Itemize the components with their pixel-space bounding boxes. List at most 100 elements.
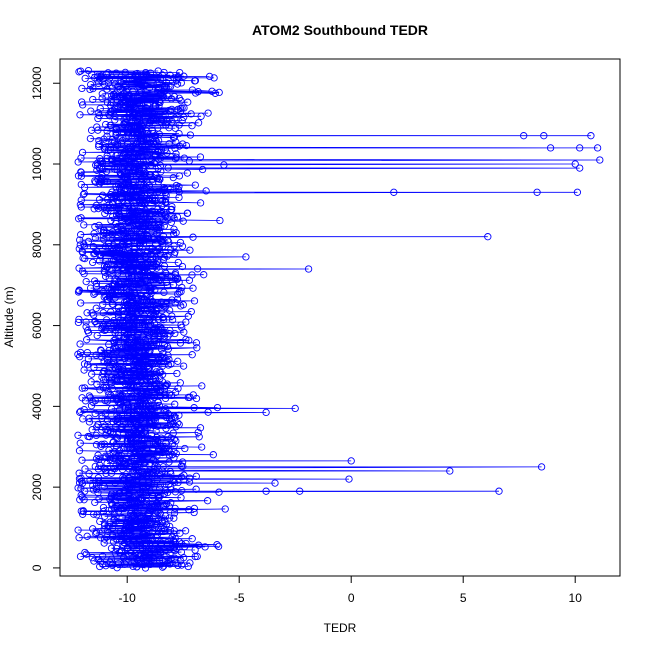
data-point — [271, 479, 279, 487]
data-point — [173, 213, 182, 221]
data-point — [78, 84, 86, 93]
data-point — [176, 238, 185, 247]
data-point — [105, 274, 113, 282]
data-point — [195, 433, 203, 441]
data-point — [99, 309, 107, 317]
data-point — [95, 478, 103, 486]
data-point — [148, 194, 157, 202]
data-point — [151, 141, 159, 149]
data-point — [82, 323, 90, 331]
data-point — [149, 271, 157, 280]
data-point — [148, 196, 157, 205]
x-tick-label: -10 — [119, 591, 137, 605]
data-point — [188, 86, 197, 94]
data-point — [132, 386, 141, 394]
data-point — [104, 368, 112, 376]
data-point — [119, 541, 127, 550]
data-point — [96, 104, 104, 113]
data-point — [122, 455, 130, 463]
data-point — [179, 462, 187, 471]
data-point — [99, 288, 107, 296]
data-point — [170, 225, 178, 233]
data-point — [154, 407, 162, 415]
data-point — [151, 416, 159, 425]
data-point — [162, 269, 170, 278]
data-point — [166, 467, 174, 476]
data-point — [108, 155, 116, 164]
data-point — [152, 368, 160, 376]
data-point — [150, 393, 158, 402]
data-point — [97, 346, 105, 354]
data-point — [90, 557, 98, 565]
data-point — [155, 97, 163, 105]
data-point — [153, 384, 161, 392]
data-point — [345, 475, 353, 483]
data-point — [101, 272, 110, 281]
data-point — [155, 484, 164, 492]
data-point — [204, 408, 212, 416]
data-point — [90, 363, 98, 372]
data-point — [189, 233, 197, 241]
data-point — [78, 477, 86, 485]
data-point — [242, 253, 250, 261]
x-tick-label: 0 — [348, 591, 355, 605]
data-point — [140, 424, 148, 432]
data-point — [158, 516, 166, 525]
data-point — [116, 77, 125, 86]
data-point — [166, 419, 175, 427]
data-point — [174, 185, 182, 194]
data-point — [83, 361, 92, 369]
data-point — [107, 143, 115, 152]
data-point — [215, 488, 223, 496]
data-point — [198, 443, 206, 451]
data-point — [135, 220, 143, 228]
data-point — [136, 536, 144, 544]
data-point — [188, 271, 196, 279]
data-point — [114, 560, 122, 568]
data-point — [126, 369, 135, 377]
data-point — [98, 414, 106, 422]
data-point — [202, 187, 210, 195]
data-point — [166, 526, 175, 535]
data-point — [108, 188, 116, 196]
data-point — [114, 180, 123, 188]
data-point — [120, 77, 128, 85]
data-point — [160, 288, 168, 297]
data-point — [105, 391, 113, 399]
data-point — [149, 544, 157, 552]
data-point — [129, 209, 137, 217]
data-point — [120, 298, 129, 307]
data-point — [160, 87, 169, 96]
data-point — [156, 471, 165, 479]
data-point — [91, 462, 99, 471]
data-point — [262, 408, 270, 417]
data-point — [137, 191, 145, 199]
chart-title: ATOM2 Southbound TEDR — [252, 22, 428, 38]
data-point — [154, 217, 162, 225]
data-point — [262, 487, 270, 495]
data-point — [169, 429, 177, 437]
data-point — [171, 388, 180, 397]
data-point — [194, 119, 203, 127]
data-point — [215, 88, 223, 97]
data-point — [113, 156, 121, 164]
data-point — [102, 469, 110, 478]
data-point — [157, 434, 165, 442]
x-tick-label: 5 — [460, 591, 467, 605]
data-point — [77, 474, 85, 482]
data-point — [177, 494, 185, 502]
data-point — [112, 517, 120, 525]
data-point — [174, 357, 182, 365]
x-axis: -10 -5 0 5 10 — [119, 575, 582, 605]
data-point — [145, 500, 153, 508]
data-point — [166, 330, 174, 338]
data-point — [153, 80, 161, 88]
data-point — [125, 244, 133, 252]
data-point — [119, 473, 127, 482]
data-point — [76, 236, 84, 244]
data-point — [190, 504, 199, 513]
data-point — [147, 505, 155, 513]
data-point — [98, 440, 106, 449]
data-point — [107, 555, 116, 563]
data-point — [176, 379, 184, 387]
